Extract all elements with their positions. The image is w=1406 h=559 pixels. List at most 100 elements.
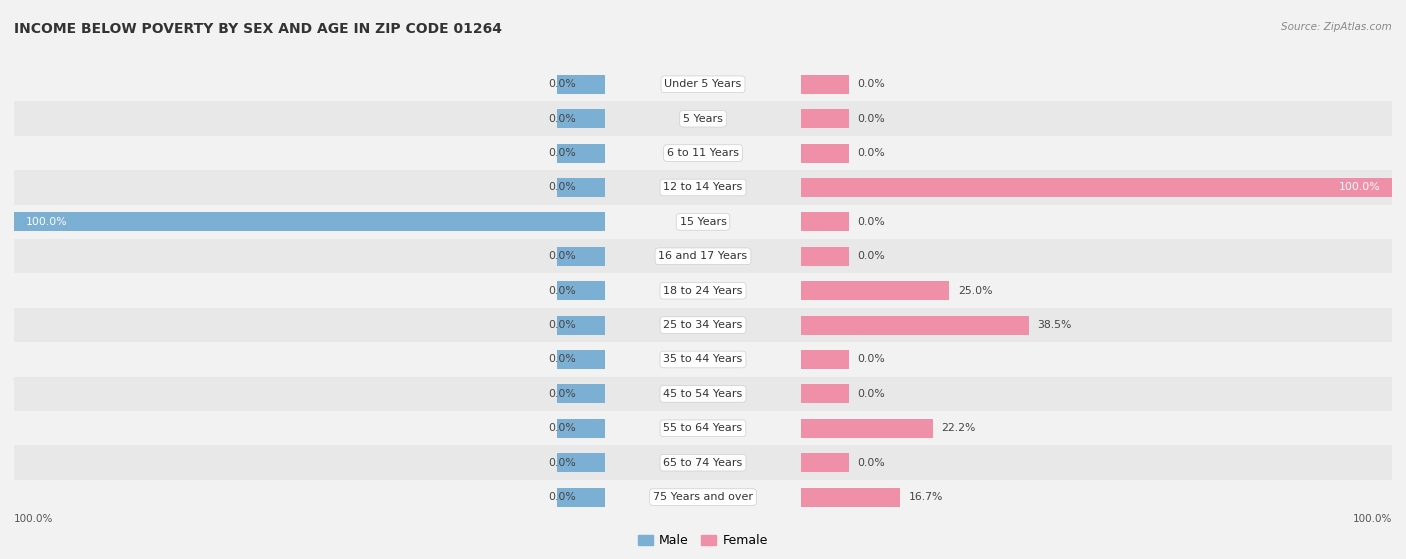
Text: 0.0%: 0.0% (548, 320, 576, 330)
Bar (14, 377, 1195, 411)
Bar (0, 446, 1406, 480)
Text: 0.0%: 0.0% (858, 217, 886, 227)
Bar (14, 411, 1195, 446)
Bar (211, 480, 1392, 514)
Bar (0, 480, 1406, 514)
Bar (801, 247, 849, 266)
Bar (801, 144, 849, 163)
Text: 22.2%: 22.2% (942, 423, 976, 433)
Bar (801, 316, 1029, 334)
Bar (14, 239, 1195, 273)
Bar (211, 273, 1392, 308)
Bar (557, 419, 605, 438)
Text: 0.0%: 0.0% (548, 148, 576, 158)
Bar (211, 170, 1392, 205)
Text: 0.0%: 0.0% (548, 423, 576, 433)
Text: 0.0%: 0.0% (858, 252, 886, 261)
Bar (211, 377, 1392, 411)
Bar (557, 144, 605, 163)
Text: 25.0%: 25.0% (957, 286, 993, 296)
Bar (211, 67, 1392, 102)
Text: 16.7%: 16.7% (908, 492, 943, 502)
Text: 15 Years: 15 Years (679, 217, 727, 227)
Bar (0, 102, 1406, 136)
Bar (557, 487, 605, 506)
Bar (14, 67, 1195, 102)
Bar (14, 205, 1195, 239)
Text: 16 and 17 Years: 16 and 17 Years (658, 252, 748, 261)
Text: 0.0%: 0.0% (858, 354, 886, 364)
Text: 100.0%: 100.0% (1339, 182, 1381, 192)
Text: 0.0%: 0.0% (548, 182, 576, 192)
Bar (557, 178, 605, 197)
Bar (801, 487, 900, 506)
Text: 5 Years: 5 Years (683, 113, 723, 124)
Bar (14, 342, 1195, 377)
Bar (211, 102, 1392, 136)
Bar (211, 136, 1392, 170)
Text: 0.0%: 0.0% (548, 492, 576, 502)
Bar (211, 446, 1392, 480)
Text: 0.0%: 0.0% (548, 389, 576, 399)
Bar (557, 109, 605, 128)
Bar (0, 308, 1406, 342)
Text: 0.0%: 0.0% (858, 458, 886, 468)
Bar (14, 308, 1195, 342)
Bar (801, 385, 849, 404)
Legend: Male, Female: Male, Female (638, 534, 768, 547)
Bar (14, 170, 1195, 205)
Bar (557, 350, 605, 369)
Bar (801, 281, 949, 300)
Text: 65 to 74 Years: 65 to 74 Years (664, 458, 742, 468)
Bar (14, 212, 605, 231)
Bar (14, 273, 1195, 308)
Text: 38.5%: 38.5% (1038, 320, 1071, 330)
Bar (0, 273, 1406, 308)
Bar (0, 411, 1406, 446)
Bar (557, 316, 605, 334)
Bar (14, 102, 1195, 136)
Text: 25 to 34 Years: 25 to 34 Years (664, 320, 742, 330)
Bar (0, 377, 1406, 411)
Text: INCOME BELOW POVERTY BY SEX AND AGE IN ZIP CODE 01264: INCOME BELOW POVERTY BY SEX AND AGE IN Z… (14, 22, 502, 36)
Bar (211, 239, 1392, 273)
Text: 100.0%: 100.0% (1353, 514, 1392, 524)
Bar (0, 136, 1406, 170)
Text: 0.0%: 0.0% (548, 354, 576, 364)
Text: 12 to 14 Years: 12 to 14 Years (664, 182, 742, 192)
Bar (557, 75, 605, 94)
Bar (14, 480, 1195, 514)
Text: Under 5 Years: Under 5 Years (665, 79, 741, 89)
Text: 0.0%: 0.0% (548, 252, 576, 261)
Bar (0, 170, 1406, 205)
Text: 0.0%: 0.0% (858, 79, 886, 89)
Bar (557, 453, 605, 472)
Text: 0.0%: 0.0% (548, 458, 576, 468)
Bar (0, 239, 1406, 273)
Bar (0, 205, 1406, 239)
Text: 0.0%: 0.0% (858, 389, 886, 399)
Bar (557, 247, 605, 266)
Bar (211, 308, 1392, 342)
Bar (211, 411, 1392, 446)
Text: 18 to 24 Years: 18 to 24 Years (664, 286, 742, 296)
Text: 100.0%: 100.0% (14, 514, 53, 524)
Bar (14, 446, 1195, 480)
Text: 100.0%: 100.0% (25, 217, 67, 227)
Bar (557, 281, 605, 300)
Text: 75 Years and over: 75 Years and over (652, 492, 754, 502)
Text: 55 to 64 Years: 55 to 64 Years (664, 423, 742, 433)
Bar (211, 205, 1392, 239)
Bar (801, 350, 849, 369)
Bar (557, 385, 605, 404)
Text: 45 to 54 Years: 45 to 54 Years (664, 389, 742, 399)
Text: Source: ZipAtlas.com: Source: ZipAtlas.com (1281, 22, 1392, 32)
Text: 0.0%: 0.0% (548, 113, 576, 124)
Bar (801, 109, 849, 128)
Bar (0, 342, 1406, 377)
Bar (801, 453, 849, 472)
Bar (801, 419, 932, 438)
Bar (0, 67, 1406, 102)
Bar (801, 212, 849, 231)
Text: 0.0%: 0.0% (858, 148, 886, 158)
